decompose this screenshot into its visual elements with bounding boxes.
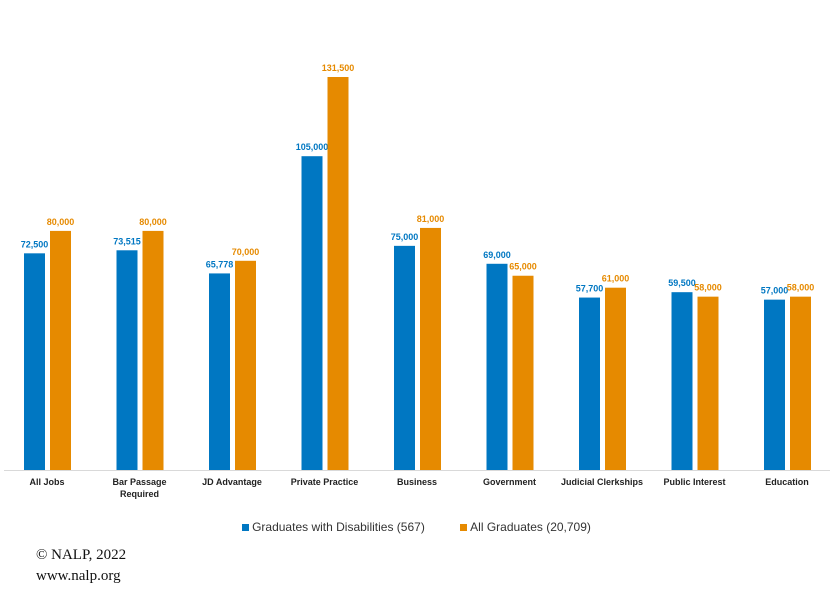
bar [579, 297, 600, 470]
website: www.nalp.org [36, 568, 121, 584]
data-label: 57,700 [576, 284, 604, 294]
bar [235, 260, 256, 470]
bar [24, 253, 45, 470]
data-label: 61,000 [602, 274, 630, 284]
data-label: 58,000 [694, 283, 722, 293]
bar [697, 296, 719, 470]
category-label: Public Interest [663, 477, 725, 487]
category-label: Government [483, 477, 536, 487]
data-label: 131,500 [322, 63, 355, 73]
legend-swatch [460, 524, 468, 531]
category-label: JD Advantage [202, 477, 262, 487]
bar [420, 227, 441, 470]
category-label: Business [397, 477, 437, 487]
legend-item-disabilities: Graduates with Disabilities (567) [242, 520, 425, 534]
bar [142, 230, 164, 470]
legend-swatch [242, 524, 250, 531]
bar [50, 230, 71, 470]
data-label: 65,778 [206, 259, 234, 269]
bar [327, 77, 349, 470]
category-label: Bar Passage [112, 477, 166, 487]
bar-chart: 72,500 80,000 All Jobs 73,515 80,000 Bar Pass… [4, 63, 830, 499]
copyright: © NALP, 2022 [36, 547, 127, 563]
bar [116, 250, 138, 470]
data-label: 80,000 [47, 217, 75, 227]
data-label: 59,500 [668, 278, 696, 288]
data-label: 69,000 [483, 250, 511, 260]
data-label: 72,500 [21, 239, 49, 249]
bar [790, 296, 811, 470]
legend-label: Graduates with Disabilities (567) [252, 520, 425, 534]
category-label: Private Practice [291, 477, 359, 487]
category-label: All Jobs [29, 477, 64, 487]
data-label: 58,000 [787, 283, 815, 293]
bar [512, 275, 534, 470]
data-label: 57,000 [761, 286, 789, 296]
data-label: 80,000 [139, 217, 167, 227]
bar [301, 156, 323, 470]
legend-label: All Graduates (20,709) [470, 520, 591, 534]
bar [486, 263, 508, 470]
data-label: 105,000 [296, 142, 329, 152]
data-label: 65,000 [509, 262, 537, 272]
bar [764, 299, 785, 470]
category-label: Education [765, 477, 809, 487]
bar [209, 273, 230, 470]
data-label: 81,000 [417, 214, 445, 224]
category-label: Required [120, 489, 159, 499]
legend-item-all: All Graduates (20,709) [460, 520, 591, 534]
data-label: 70,000 [232, 247, 260, 257]
legend: Graduates with Disabilities (567) All Gr… [0, 520, 833, 534]
data-label: 75,000 [391, 232, 419, 242]
category-label: Judicial Clerkships [561, 477, 643, 487]
bar [605, 287, 626, 470]
bar [394, 245, 415, 470]
bar [671, 292, 693, 470]
data-label: 73,515 [113, 236, 141, 246]
